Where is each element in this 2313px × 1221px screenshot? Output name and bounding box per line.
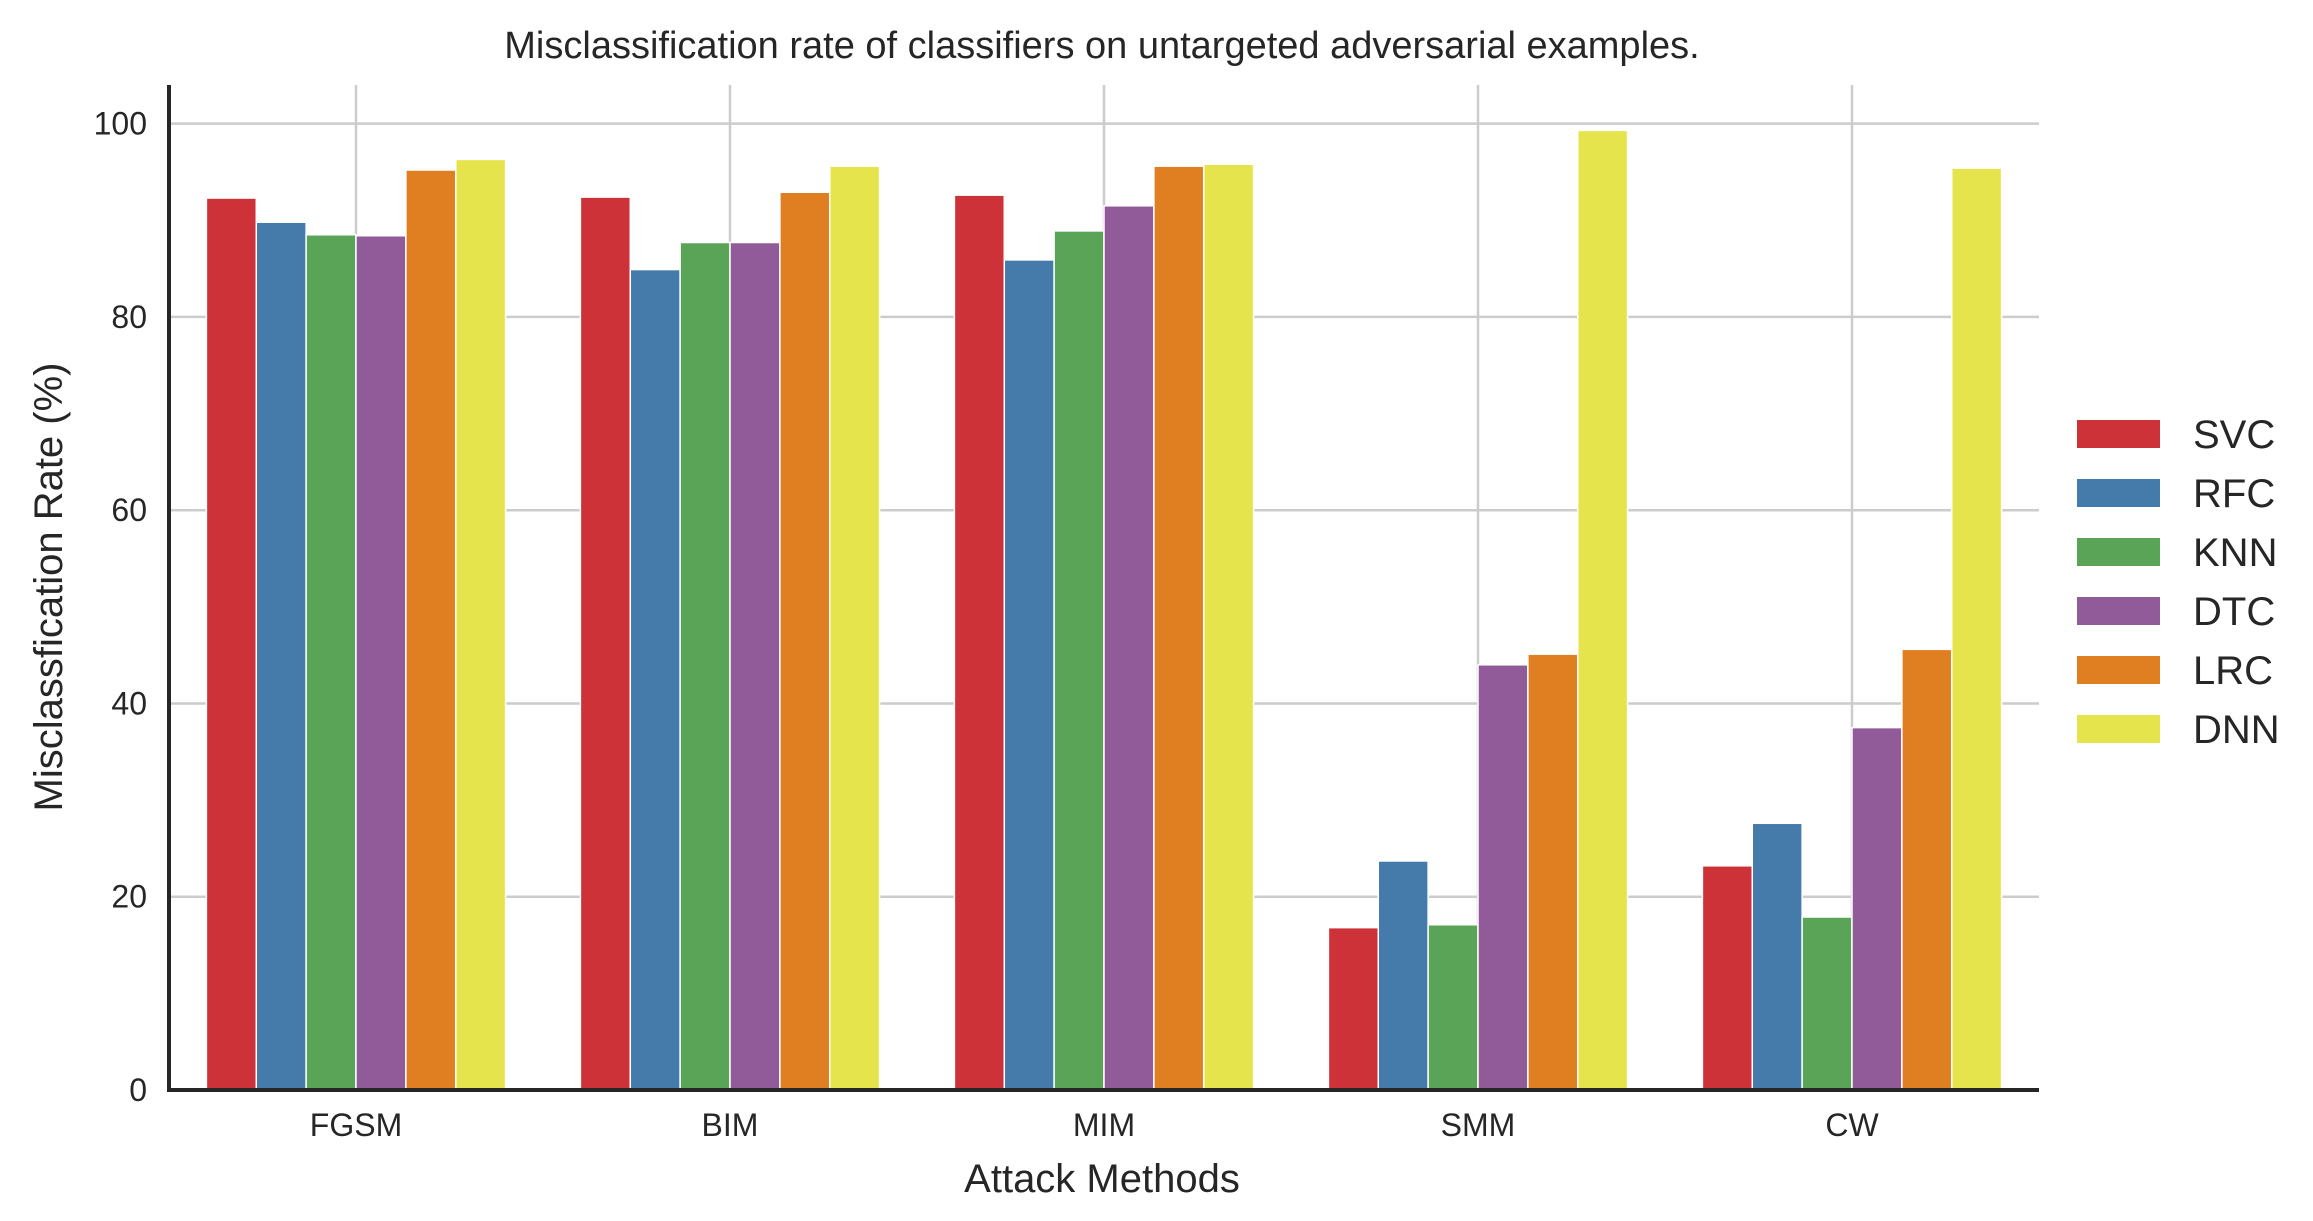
x-tick-label: CW: [1825, 1107, 1879, 1143]
bar-knn-smm: [1427, 924, 1479, 1091]
axes: [167, 85, 2039, 1092]
bar-rfc-fgsm: [255, 221, 307, 1091]
bar-knn-bim: [679, 241, 731, 1091]
bar-svc-smm: [1327, 926, 1380, 1091]
legend-swatch-rfc: [2077, 479, 2160, 507]
bar-knn-cw: [1801, 916, 1853, 1091]
bar-svc-bim: [579, 196, 632, 1091]
bar-lrc-cw: [1901, 648, 1953, 1091]
y-tick-label: 40: [111, 685, 147, 721]
bar-rfc-smm: [1377, 860, 1429, 1091]
bar-rfc-mim: [1003, 259, 1055, 1091]
legend-label-dnn: DNN: [2193, 708, 2280, 752]
bar-dnn-fgsm: [454, 158, 507, 1091]
bar-dnn-mim: [1202, 163, 1255, 1091]
legend-label-dtc: DTC: [2193, 590, 2275, 634]
bar-svc-fgsm: [205, 197, 258, 1091]
legend-label-rfc: RFC: [2193, 472, 2275, 516]
y-axis-label: Misclassfication Rate (%): [27, 362, 71, 811]
bar-dtc-fgsm: [355, 235, 407, 1091]
y-tick-label: 20: [111, 879, 147, 915]
bar-rfc-bim: [629, 268, 681, 1091]
x-tick-labels: FGSM BIM MIM SMM CW: [310, 1107, 1880, 1143]
y-tick-label: 60: [111, 492, 147, 528]
bars: [205, 129, 2003, 1091]
bar-svc-cw: [1701, 865, 1754, 1091]
x-tick-label: BIM: [702, 1107, 759, 1143]
legend-swatch-svc: [2077, 420, 2160, 448]
legend-swatch-lrc: [2077, 656, 2160, 684]
x-tick-label: FGSM: [310, 1107, 402, 1143]
legend: SVC RFC KNN DTC LRC DNN: [2077, 413, 2280, 752]
y-tick-label: 100: [94, 106, 147, 142]
bar-lrc-fgsm: [405, 169, 457, 1091]
bar-lrc-mim: [1153, 165, 1205, 1091]
bar-dtc-cw: [1851, 726, 1903, 1091]
bar-dtc-mim: [1103, 205, 1155, 1091]
bar-lrc-smm: [1527, 653, 1579, 1091]
x-tick-label: SMM: [1441, 1107, 1516, 1143]
y-tick-label: 0: [129, 1072, 147, 1108]
legend-label-knn: KNN: [2193, 531, 2277, 575]
bar-dnn-smm: [1576, 129, 1629, 1091]
bar-dtc-smm: [1477, 664, 1529, 1091]
bar-dnn-cw: [1950, 167, 2003, 1091]
legend-swatch-dnn: [2077, 715, 2160, 743]
y-tick-labels: 0 20 40 60 80 100: [94, 106, 147, 1108]
x-tick-label: MIM: [1073, 1107, 1135, 1143]
bar-lrc-bim: [779, 191, 831, 1091]
bar-knn-mim: [1053, 230, 1105, 1091]
bar-svc-mim: [953, 194, 1006, 1091]
bar-dtc-bim: [729, 241, 781, 1091]
legend-swatch-knn: [2077, 538, 2160, 566]
legend-label-lrc: LRC: [2193, 649, 2273, 693]
y-tick-label: 80: [111, 299, 147, 335]
legend-swatch-dtc: [2077, 597, 2160, 625]
chart-title: Misclassification rate of classifiers on…: [504, 25, 1699, 67]
bar-knn-fgsm: [305, 234, 357, 1091]
bar-rfc-cw: [1751, 822, 1803, 1091]
x-axis-label: Attack Methods: [964, 1157, 1240, 1201]
legend-label-svc: SVC: [2193, 413, 2275, 457]
bar-dnn-bim: [828, 165, 881, 1091]
